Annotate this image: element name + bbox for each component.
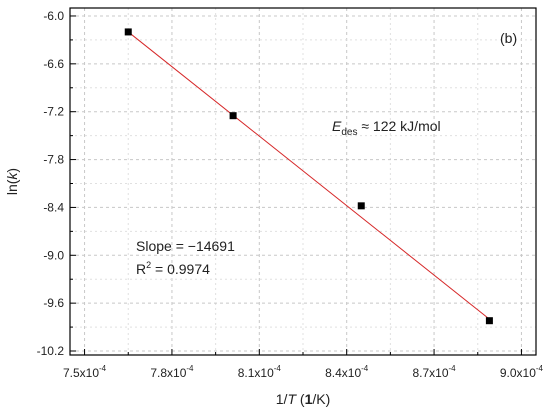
fit-line — [127, 31, 490, 320]
x-tick-label: 7.8x10-4 — [150, 364, 194, 380]
energy-annotation: Edes ≈ 122 kJ/mol — [332, 118, 441, 138]
energy-symbol: E — [332, 118, 342, 134]
panel-label: (b) — [500, 30, 517, 46]
y-axis-label: ln(k) — [4, 168, 20, 195]
x-tick-label: 8.1x10-4 — [238, 364, 282, 380]
y-label-suffix: ) — [4, 168, 20, 173]
x-label-unit: 1 — [305, 391, 313, 407]
y-tick-label: -9.6 — [43, 296, 64, 310]
grid-lines — [70, 8, 536, 355]
y-tick-label: -10.2 — [37, 344, 65, 358]
energy-value: ≈ 122 kJ/mol — [357, 118, 440, 134]
y-tick-label: -7.2 — [43, 105, 64, 119]
energy-subscript: des — [341, 127, 357, 138]
r2-annotation: R2 = 0.9974 — [136, 260, 210, 277]
x-label-close: /K) — [312, 391, 330, 407]
r2-symbol: R — [136, 261, 146, 277]
y-tick-labels: -6.0 -6.6 -7.2 -7.8 -8.4 -9.0 -9.6 -10.2 — [37, 9, 65, 358]
y-tick-label: -9.0 — [43, 248, 64, 262]
data-points — [124, 28, 493, 325]
x-tick-labels: 7.5x10-4 7.8x10-4 8.1x10-4 8.4x10-4 8.7x10-4… — [63, 364, 544, 380]
x-tick-label: 9.0x10-4 — [500, 364, 544, 380]
data-point — [357, 202, 365, 210]
y-tick-label: -7.8 — [43, 153, 64, 167]
y-label-variable: k — [4, 172, 20, 180]
y-tick-label: -8.4 — [43, 200, 64, 214]
x-tick-label: 8.7x10-4 — [412, 364, 456, 380]
x-label-open: ( — [296, 391, 305, 407]
y-tick-label: -6.0 — [43, 9, 64, 23]
r2-superscript: 2 — [146, 260, 151, 270]
axis-ticks — [70, 15, 522, 355]
x-label-variable: T — [287, 391, 297, 407]
r2-value: = 0.9974 — [151, 261, 210, 277]
y-label-prefix: ln( — [4, 179, 20, 195]
x-tick-label: 8.4x10-4 — [325, 364, 369, 380]
data-point — [229, 112, 237, 120]
slope-annotation: Slope = −14691 — [136, 238, 235, 254]
x-label-prefix: 1/ — [276, 391, 288, 407]
x-axis-label: 1/T (1/K) — [276, 391, 331, 407]
data-point — [124, 28, 132, 36]
y-tick-label: -6.6 — [43, 57, 64, 71]
data-point — [485, 317, 493, 325]
x-tick-label: 7.5x10-4 — [63, 364, 107, 380]
